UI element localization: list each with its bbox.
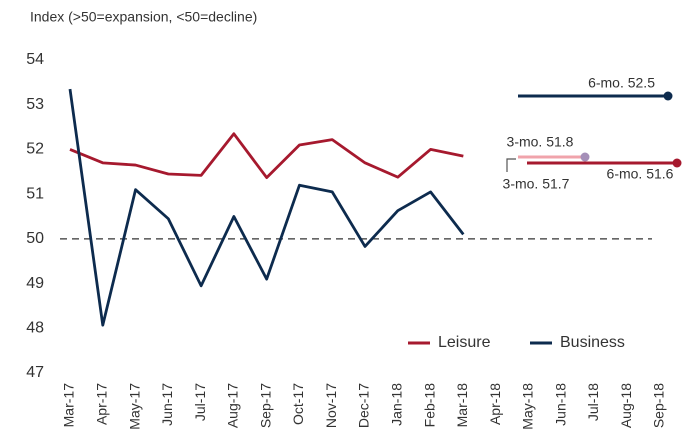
- y-tick-label: 51: [26, 185, 44, 202]
- x-tick-label: May-17: [126, 383, 142, 430]
- legend-label: Leisure: [438, 334, 491, 351]
- x-tick-label: Jun-17: [159, 383, 175, 426]
- x-tick-label: Sep-17: [257, 383, 273, 428]
- x-tick-label: Nov-17: [323, 383, 339, 428]
- x-tick-label: Feb-18: [421, 383, 437, 428]
- x-tick-label: Oct-17: [290, 383, 306, 425]
- axis-subtitle: Index (>50=expansion, <50=decline): [30, 9, 257, 25]
- annotation-dot: [580, 152, 590, 162]
- x-tick-label: Dec-17: [356, 383, 372, 428]
- x-tick-label: Jul-18: [585, 383, 601, 421]
- x-tick-label: May-18: [520, 383, 536, 430]
- annotation-dot: [672, 158, 682, 168]
- annotation-label: 6-mo. 51.6: [607, 166, 674, 182]
- y-tick-label: 52: [26, 141, 44, 158]
- x-tick-label: Mar-18: [454, 383, 470, 428]
- x-tick-label: Sep-18: [651, 383, 667, 428]
- y-tick-label: 54: [26, 51, 44, 68]
- y-tick-label: 50: [26, 230, 44, 247]
- x-tick-label: Jun-18: [552, 383, 568, 426]
- x-tick-label: Aug-17: [225, 383, 241, 428]
- x-tick-label: Jul-17: [192, 383, 208, 421]
- x-tick-label: Apr-17: [93, 383, 109, 425]
- annotation-label: 6-mo. 52.5: [588, 75, 655, 91]
- annotation-label: 3-mo. 51.7: [503, 176, 570, 192]
- annotation-dot: [663, 91, 673, 101]
- annotation-label: 3-mo. 51.8: [507, 134, 574, 150]
- y-tick-label: 53: [26, 96, 44, 113]
- series-line: [69, 132, 464, 179]
- legend-label: Business: [560, 334, 625, 351]
- y-tick-label: 48: [26, 320, 44, 337]
- x-tick-label: Mar-17: [61, 383, 77, 428]
- x-tick-label: Jan-18: [388, 383, 404, 426]
- annotation-bracket: [506, 158, 516, 172]
- series-line: [68, 88, 465, 327]
- x-tick-label: Aug-18: [618, 383, 634, 428]
- y-tick-label: 49: [26, 275, 44, 292]
- y-tick-label: 47: [26, 364, 44, 381]
- x-tick-label: Apr-18: [487, 383, 503, 425]
